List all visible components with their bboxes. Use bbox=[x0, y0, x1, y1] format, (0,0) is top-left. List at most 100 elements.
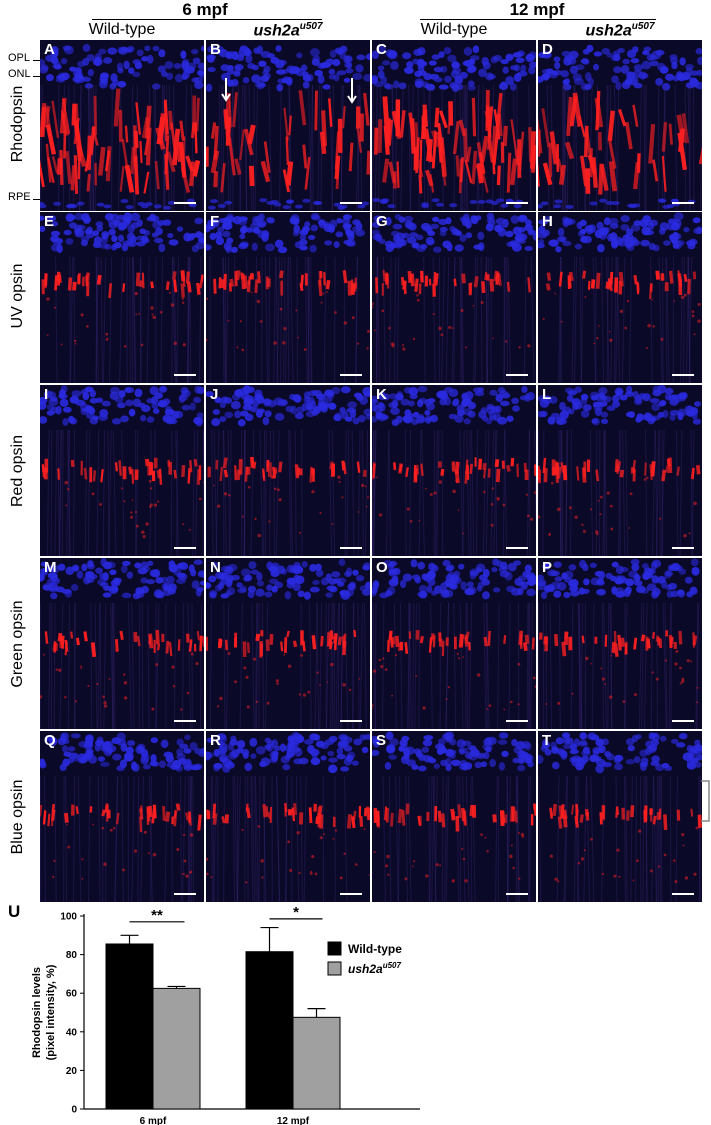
bracket-annotation bbox=[701, 780, 710, 822]
panel-label-l: L bbox=[542, 386, 552, 403]
layer-label-opl: OPL bbox=[8, 52, 31, 64]
layer-label-rpe: RPE bbox=[8, 191, 31, 203]
y-tick-label: 40 bbox=[66, 1027, 78, 1038]
header-line-12mpf bbox=[420, 19, 656, 20]
bar bbox=[105, 943, 154, 1110]
micrograph-panel-d: D bbox=[538, 40, 702, 211]
micrograph-panel-o: O bbox=[372, 558, 536, 729]
panel-label-f: F bbox=[210, 213, 220, 230]
panel-label-o: O bbox=[376, 559, 388, 576]
x-tick-label: 6 mpf bbox=[140, 1116, 167, 1125]
panel-label-e: E bbox=[44, 213, 55, 230]
micrograph-panel-l: L bbox=[538, 385, 702, 556]
scale-bar bbox=[174, 374, 196, 376]
micrograph-panel-c: C bbox=[372, 40, 536, 211]
arrow-icon bbox=[221, 78, 231, 102]
significance-marker: ** bbox=[151, 907, 163, 924]
micrograph-panel-t: T bbox=[538, 731, 702, 902]
legend-swatch bbox=[327, 941, 342, 956]
micrograph-panel-j: J bbox=[206, 385, 370, 556]
panel-label-s: S bbox=[376, 732, 387, 749]
panel-label-m: M bbox=[44, 559, 57, 576]
row-label-uv-opsin: UV opsin bbox=[9, 263, 26, 329]
scale-bar bbox=[506, 893, 528, 895]
panel-label-i: I bbox=[44, 386, 49, 403]
scale-bar bbox=[340, 202, 362, 204]
y-axis-label: (pixel intensity, %) bbox=[45, 964, 57, 1060]
row-label-red-opsin: Red opsin bbox=[9, 434, 26, 508]
y-tick-label: 20 bbox=[66, 1066, 78, 1077]
micrograph-panel-n: N bbox=[206, 558, 370, 729]
scale-bar bbox=[506, 374, 528, 376]
y-tick-label: 100 bbox=[60, 912, 77, 923]
micrograph-panel-b: B bbox=[206, 40, 370, 211]
panel-label-g: G bbox=[376, 213, 388, 230]
panel-label-r: R bbox=[210, 732, 221, 749]
scale-bar bbox=[672, 893, 694, 895]
y-tick-label: 0 bbox=[71, 1105, 77, 1116]
arrow-icon bbox=[347, 78, 357, 104]
rhodopsin-bar-chart: 0 20 40 60 80 100 Rhodopsin levels (pixel inten… bbox=[31, 904, 420, 1125]
micrograph-panel-g: G bbox=[372, 212, 536, 383]
micrograph-panel-h: H bbox=[538, 212, 702, 383]
legend-label: Wild-type bbox=[348, 942, 402, 956]
row-label-blue-opsin: Blue opsin bbox=[9, 779, 26, 855]
panel-label-c: C bbox=[376, 41, 387, 58]
panel-label-n: N bbox=[210, 559, 221, 576]
header-line-6mpf bbox=[92, 19, 322, 20]
scale-bar bbox=[672, 720, 694, 722]
scale-bar bbox=[506, 720, 528, 722]
opl-tick bbox=[33, 60, 40, 61]
panel-label-h: H bbox=[542, 213, 553, 230]
onl-tick bbox=[33, 76, 40, 77]
micrograph-panel-f: F bbox=[206, 212, 370, 383]
scale-bar bbox=[174, 547, 196, 549]
row-label-green-opsin: Green opsin bbox=[9, 600, 26, 688]
y-axis-label: Rhodopsin levels bbox=[31, 967, 43, 1058]
genotype-label-wt-12: Wild-type bbox=[420, 21, 488, 38]
bar bbox=[245, 951, 294, 1110]
bar bbox=[292, 1016, 341, 1110]
panel-label-a: A bbox=[44, 41, 55, 58]
micrograph-panel-i: I bbox=[40, 385, 204, 556]
scale-bar bbox=[506, 547, 528, 549]
micrograph-panel-q: Q bbox=[40, 731, 204, 902]
rpe-tick bbox=[33, 199, 40, 200]
micrograph-panel-a: A bbox=[40, 40, 204, 211]
x-tick-label: 12 mpf bbox=[277, 1116, 310, 1125]
scale-bar bbox=[672, 202, 694, 204]
row-label-rhodopsin: Rhodopsin bbox=[9, 85, 26, 163]
micrograph-panel-k: K bbox=[372, 385, 536, 556]
y-tick-label: 60 bbox=[66, 989, 78, 1000]
scale-bar bbox=[506, 202, 528, 204]
panel-label-q: Q bbox=[44, 732, 56, 749]
group-header-6mpf: 6 mpf bbox=[182, 0, 228, 19]
scale-bar bbox=[340, 893, 362, 895]
scale-bar bbox=[174, 893, 196, 895]
significance-marker: * bbox=[293, 904, 299, 921]
layer-label-onl: ONL bbox=[8, 68, 31, 80]
scale-bar bbox=[340, 374, 362, 376]
legend-swatch bbox=[327, 961, 342, 976]
scale-bar bbox=[340, 720, 362, 722]
genotype-label-mut-6: ush2au507 bbox=[253, 21, 323, 40]
panel-label-d: D bbox=[542, 41, 553, 58]
scale-bar bbox=[174, 720, 196, 722]
micrograph-panel-e: E bbox=[40, 212, 204, 383]
panel-label-j: J bbox=[210, 386, 219, 403]
scale-bar bbox=[672, 374, 694, 376]
genotype-label-wt-6: Wild-type bbox=[88, 21, 156, 38]
scale-bar bbox=[672, 547, 694, 549]
genotype-label-mut-12: ush2au507 bbox=[585, 21, 655, 40]
micrograph-panel-p: P bbox=[538, 558, 702, 729]
micrograph-panel-m: M bbox=[40, 558, 204, 729]
panel-label-t: T bbox=[542, 732, 552, 749]
panel-label-k: K bbox=[376, 386, 387, 403]
panel-label-b: B bbox=[210, 41, 221, 58]
panel-label-u: U bbox=[8, 902, 21, 921]
micrograph-panel-s: S bbox=[372, 731, 536, 902]
micrograph-panel-r: R bbox=[206, 731, 370, 902]
y-tick-label: 80 bbox=[66, 950, 78, 961]
panel-label-p: P bbox=[542, 559, 553, 576]
scale-bar bbox=[340, 547, 362, 549]
